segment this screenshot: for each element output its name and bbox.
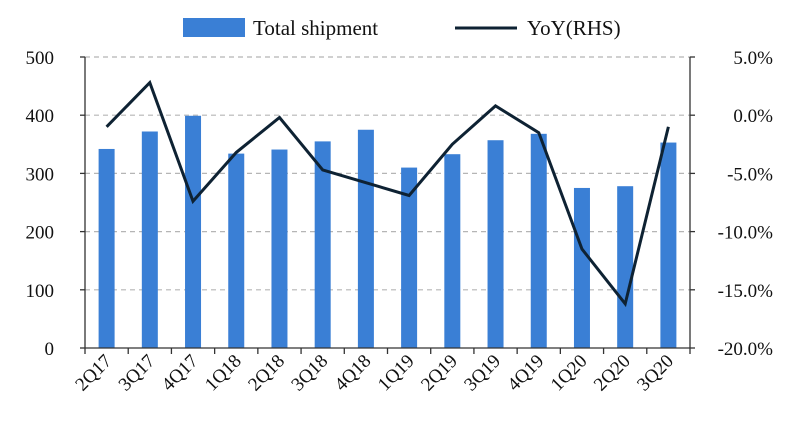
x-tick-label-4Q17: 4Q17 [158, 351, 203, 396]
x-tick-label-4Q19: 4Q19 [504, 351, 549, 396]
bar-1Q20 [574, 188, 590, 348]
x-tick-label-1Q19: 1Q19 [374, 351, 419, 396]
x-tick-label-2Q18: 2Q18 [244, 351, 289, 396]
y-right-tick-label: -10.0% [718, 223, 774, 244]
bar-3Q20 [660, 143, 676, 348]
bar-2Q19 [444, 154, 460, 348]
y-right-tick-label: -5.0% [727, 164, 773, 185]
bar-2Q17 [99, 149, 115, 348]
axes [80, 57, 695, 354]
bar-1Q18 [228, 154, 244, 348]
y-right-tick-label: 0.0% [733, 106, 773, 127]
bar-2Q20 [617, 186, 633, 348]
y-left-tick-label: 200 [26, 223, 55, 244]
x-tick-label-2Q17: 2Q17 [71, 351, 116, 396]
x-tick-label-3Q18: 3Q18 [288, 351, 333, 396]
bar-2Q18 [271, 150, 287, 348]
x-tick-label-3Q20: 3Q20 [633, 351, 678, 396]
bar-series [99, 116, 677, 348]
bar-3Q19 [488, 140, 504, 348]
legend-swatch-total-shipment [183, 18, 245, 37]
y-right-tick-label: -15.0% [718, 281, 774, 302]
x-tick-label-3Q17: 3Q17 [115, 351, 160, 396]
gridlines [85, 57, 690, 290]
y-left-tick-label: 0 [45, 339, 55, 360]
x-tick-label-1Q20: 1Q20 [547, 351, 592, 396]
y-left-tick-label: 500 [26, 48, 55, 69]
y-left-tick-label: 100 [26, 281, 55, 302]
y-left-tick-label: 300 [26, 164, 55, 185]
x-tick-label-2Q19: 2Q19 [417, 351, 462, 396]
x-tick-label-1Q18: 1Q18 [201, 351, 246, 396]
x-tick-label-3Q19: 3Q19 [460, 351, 505, 396]
legend: Total shipment YoY(RHS) [183, 16, 621, 40]
y-right-tick-label: 5.0% [733, 48, 773, 69]
bar-3Q17 [142, 131, 158, 348]
bar-4Q18 [358, 130, 374, 348]
legend-label-yoy: YoY(RHS) [527, 16, 621, 40]
x-tick-label-2Q20: 2Q20 [590, 351, 635, 396]
y-left-tick-label: 400 [26, 106, 55, 127]
y-right-tick-label: -20.0% [718, 339, 774, 360]
bar-4Q19 [531, 134, 547, 348]
legend-label-total-shipment: Total shipment [253, 16, 378, 40]
x-tick-label-4Q18: 4Q18 [331, 351, 376, 396]
bar-4Q17 [185, 116, 201, 348]
